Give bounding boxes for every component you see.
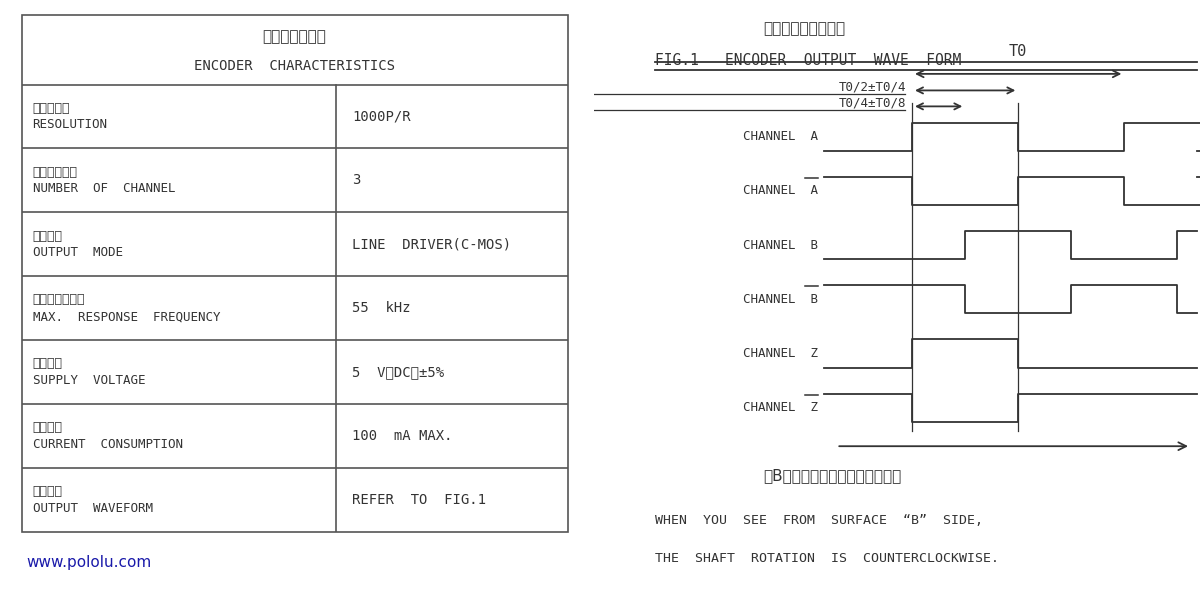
Text: FIG.1   ENCODER  OUTPUT  WAVE  FORM: FIG.1 ENCODER OUTPUT WAVE FORM (655, 53, 961, 68)
Text: 100  mA MAX.: 100 mA MAX. (352, 429, 452, 443)
Text: CHANNEL  A: CHANNEL A (743, 130, 818, 143)
Text: 基本分割数: 基本分割数 (32, 102, 70, 115)
Text: 最高応答周波数: 最高応答周波数 (32, 294, 85, 307)
Text: 5  V（DC）±5%: 5 V（DC）±5% (352, 365, 444, 379)
Text: CHANNEL  Z: CHANNEL Z (743, 401, 818, 414)
Text: チャンネル数: チャンネル数 (32, 165, 78, 178)
Text: CHANNEL  A: CHANNEL A (743, 184, 818, 197)
Text: 出力方式: 出力方式 (32, 229, 62, 242)
Text: 出力波形: 出力波形 (32, 485, 62, 498)
Text: REFER  TO  FIG.1: REFER TO FIG.1 (352, 493, 486, 507)
Text: T0/4±T0/8: T0/4±T0/8 (839, 97, 906, 110)
Text: www.pololu.com: www.pololu.com (26, 556, 151, 570)
Text: THE  SHAFT  ROTATION  IS  COUNTERCLOCKWISE.: THE SHAFT ROTATION IS COUNTERCLOCKWISE. (655, 552, 998, 565)
Text: 電源電圧: 電源電圧 (32, 358, 62, 371)
Text: 消費電流: 消費電流 (32, 421, 62, 434)
Text: エンコーダ特性: エンコーダ特性 (263, 29, 326, 44)
Text: 3: 3 (352, 173, 360, 187)
Text: MAX.  RESPONSE  FREQUENCY: MAX. RESPONSE FREQUENCY (32, 310, 220, 323)
Text: WHEN  YOU  SEE  FROM  SURFACE  “B”  SIDE,: WHEN YOU SEE FROM SURFACE “B” SIDE, (655, 514, 983, 527)
Text: CHANNEL  B: CHANNEL B (743, 239, 818, 252)
Text: エンコーダ出力波形: エンコーダ出力波形 (763, 21, 846, 35)
Text: 55  kHz: 55 kHz (352, 301, 410, 315)
Text: T0/2±T0/4: T0/2±T0/4 (839, 81, 906, 94)
Text: 1000P/R: 1000P/R (352, 109, 410, 124)
Text: CURRENT  CONSUMPTION: CURRENT CONSUMPTION (32, 438, 182, 451)
Text: CHANNEL  Z: CHANNEL Z (743, 347, 818, 360)
Text: LINE  DRIVER(C-MOS): LINE DRIVER(C-MOS) (352, 238, 511, 251)
Text: SUPPLY  VOLTAGE: SUPPLY VOLTAGE (32, 374, 145, 387)
Text: CHANNEL  B: CHANNEL B (743, 293, 818, 306)
Text: RESOLUTION: RESOLUTION (32, 118, 108, 131)
Text: OUTPUT  MODE: OUTPUT MODE (32, 246, 122, 259)
Text: ENCODER  CHARACTERISTICS: ENCODER CHARACTERISTICS (194, 59, 395, 73)
Text: OUTPUT  WAVEFORM: OUTPUT WAVEFORM (32, 502, 152, 515)
Text: 面B側より見て反時計方向回転時: 面B側より見て反時計方向回転時 (763, 468, 902, 483)
Text: NUMBER  OF  CHANNEL: NUMBER OF CHANNEL (32, 182, 175, 195)
Text: T0: T0 (1009, 44, 1027, 59)
